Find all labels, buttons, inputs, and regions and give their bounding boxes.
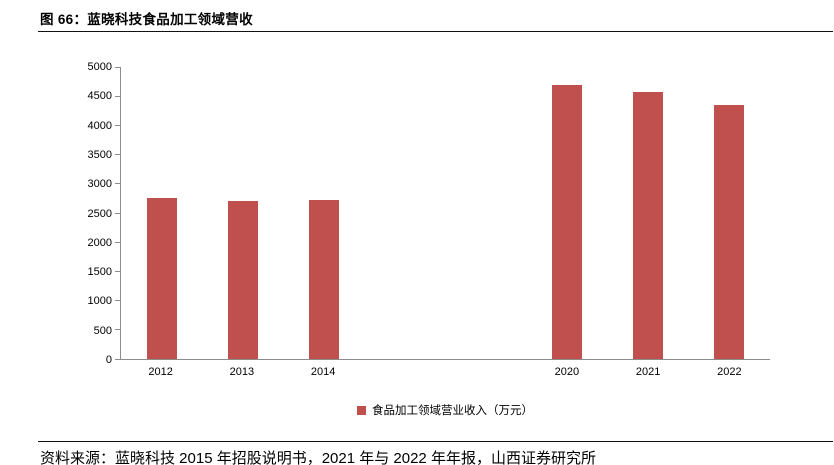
bar-slot <box>527 67 608 359</box>
x-axis: 2012 2013 2014 2020 2021 2022 <box>120 366 770 378</box>
y-axis-tick <box>115 124 120 126</box>
y-tick-label: 500 <box>93 324 112 337</box>
y-axis-tick <box>115 212 120 214</box>
bar-slot <box>608 67 689 359</box>
bar-slot <box>121 67 202 359</box>
y-tick-label: 5000 <box>87 61 112 73</box>
bar-2022 <box>714 104 745 359</box>
source-divider <box>38 441 833 442</box>
x-tick-label: 2013 <box>229 366 255 378</box>
x-tick-label <box>364 366 445 378</box>
bar-slot <box>283 67 364 359</box>
y-axis-tick <box>115 300 120 302</box>
y-tick-label: 1000 <box>87 295 112 308</box>
bar-slot <box>446 67 527 359</box>
bar-2012 <box>146 198 177 359</box>
y-axis-tick <box>115 154 120 156</box>
y-tick-label: 1500 <box>87 266 112 279</box>
y-tick-label: 2500 <box>87 207 112 220</box>
x-tick-label: 2020 <box>554 366 580 378</box>
y-axis-tick <box>115 183 120 185</box>
y-axis-tick <box>115 95 120 97</box>
y-axis-tick <box>115 241 120 243</box>
y-tick-label: 3000 <box>87 178 112 191</box>
bar-2014 <box>308 200 339 359</box>
source-note: 资料来源：蓝晓科技 2015 年招股说明书，2021 年与 2022 年年报，山… <box>40 450 596 465</box>
x-tick-label: 2012 <box>148 366 173 378</box>
bar-2021 <box>633 91 664 359</box>
legend-swatch <box>357 405 366 415</box>
bar-slot <box>689 67 770 359</box>
y-tick-label: 3500 <box>87 148 112 161</box>
x-tick-label <box>445 366 526 378</box>
y-axis-tick <box>115 66 120 68</box>
bar-2020 <box>552 84 583 359</box>
bar-slot <box>202 67 283 359</box>
plot-area <box>115 66 770 360</box>
y-tick-label: 4500 <box>87 90 112 103</box>
y-tick-label: 4000 <box>87 119 112 132</box>
y-tick-label: 0 <box>105 354 112 366</box>
y-tick-label: 2000 <box>87 236 112 249</box>
x-tick-label: 2021 <box>635 366 661 378</box>
x-tick-label: 2014 <box>310 366 336 378</box>
x-tick-label: 2022 <box>717 366 742 378</box>
y-axis: 0 500 1000 1500 2000 2500 3000 3500 4000 4500 5000 <box>58 61 112 366</box>
title-divider <box>38 31 833 32</box>
bar-2013 <box>227 201 258 359</box>
chart-legend: 食品加工领域营业收入（万元） <box>120 402 770 418</box>
figure-title: 图 66：蓝晓科技食品加工领域营收 <box>40 12 253 27</box>
y-axis-tick <box>115 270 120 272</box>
bar-slot <box>364 67 445 359</box>
y-axis-tick <box>115 358 120 360</box>
y-axis-tick <box>115 329 120 331</box>
legend-label: 食品加工领域营业收入（万元） <box>372 405 533 417</box>
